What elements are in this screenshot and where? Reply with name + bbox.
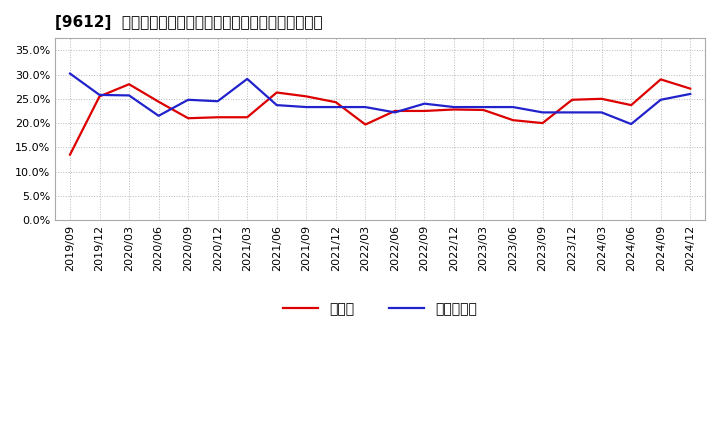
Line: 有利子負債: 有利子負債 [70,73,690,124]
現頲金 [125,81,133,87]
有利子負債 [480,104,488,110]
有利子負債 [390,110,399,115]
有利子負債 [154,113,163,118]
有利子負債 [627,121,636,127]
有利子負債 [243,76,251,81]
Legend: 現頲金, 有利子負債: 現頲金, 有利子負債 [278,296,482,322]
現頲金 [272,90,281,95]
現頲金 [598,96,606,102]
現頲金 [66,152,74,157]
有利子負債 [509,104,518,110]
現頲金 [420,108,428,114]
有利子負債 [598,110,606,115]
現頲金 [627,103,636,108]
現頲金 [95,94,104,99]
現頲金 [154,99,163,104]
現頲金 [686,86,695,91]
有利子負債 [686,92,695,97]
有利子負債 [213,99,222,104]
有利子負債 [657,97,665,103]
現頲金 [480,107,488,113]
現頲金 [243,114,251,120]
現頲金 [568,97,577,103]
Line: 現頲金: 現頲金 [70,79,690,154]
現頲金 [509,117,518,123]
現頲金 [331,99,340,105]
有利子負債 [420,101,428,106]
有利子負債 [95,92,104,98]
有利子負債 [449,104,458,110]
有利子負債 [331,104,340,110]
有利子負債 [302,104,310,110]
現頲金 [302,94,310,99]
Text: [9612]  現頲金、有利子負債の総資産に対する比率の推移: [9612] 現頲金、有利子負債の総資産に対する比率の推移 [55,15,323,30]
現頲金 [390,108,399,114]
現頲金 [184,116,192,121]
現頲金 [449,107,458,112]
有利子負債 [361,104,369,110]
有利子負債 [125,93,133,98]
現頲金 [361,122,369,127]
現頲金 [657,77,665,82]
有利子負債 [184,97,192,103]
有利子負債 [568,110,577,115]
現頲金 [539,121,547,126]
有利子負債 [539,110,547,115]
現頲金 [213,114,222,120]
有利子負債 [66,71,74,76]
有利子負債 [272,103,281,108]
